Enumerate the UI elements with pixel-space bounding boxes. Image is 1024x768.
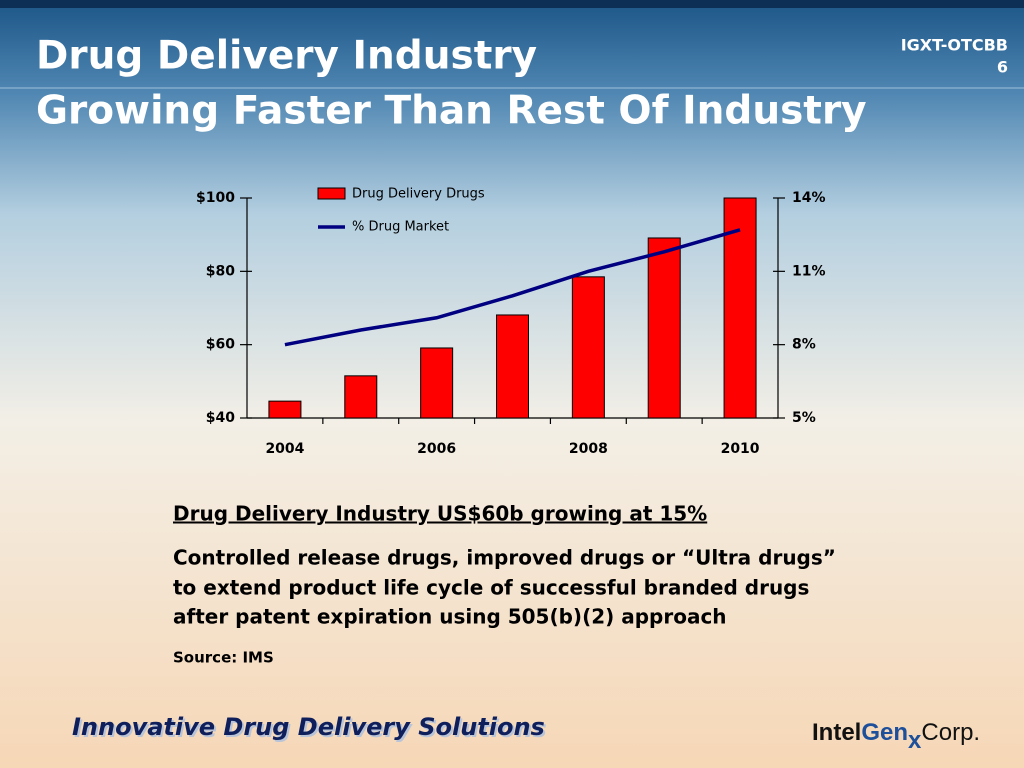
bar — [344, 375, 378, 419]
title: Drug Delivery Industry — [36, 34, 537, 79]
source: Source: IMS — [173, 649, 274, 667]
logo: IntelGenxCorp. — [812, 719, 980, 754]
legend-swatch — [317, 187, 346, 200]
tagline-shadow: Innovative Drug Delivery Solutions — [74, 715, 547, 743]
top-band — [0, 0, 1024, 8]
y2-tick-label: 8% — [792, 337, 816, 353]
body-line: to extend product life cycle of successf… — [173, 576, 809, 600]
logo-part: Intel — [812, 719, 861, 746]
y-tick-label: $100 — [196, 190, 235, 206]
logo-part: Gen — [861, 719, 908, 746]
chart: $40 $60 $80 $100 5% 8% 11% 14% 2004 2006 2008 2010 D… — [196, 187, 825, 458]
legend-label: Drug Delivery Drugs — [352, 187, 485, 202]
page-number: 6 — [997, 58, 1008, 77]
bar — [571, 276, 605, 419]
tagline: Innovative Drug Delivery Solutions — [72, 713, 545, 741]
x-tick-label: 2004 — [265, 441, 304, 457]
y-tick-label: $60 — [206, 337, 235, 353]
y-tick-label: $80 — [206, 263, 235, 279]
y-tick-label: $40 — [206, 410, 235, 426]
x-tick-label: 2010 — [721, 441, 760, 457]
title: Growing Faster Than Rest Of Industry — [36, 89, 867, 134]
legend-label: % Drug Market — [352, 220, 449, 235]
x-tick-label: 2008 — [569, 441, 608, 457]
bar — [496, 314, 529, 419]
x-tick-label: 2006 — [417, 441, 456, 457]
bar — [268, 400, 302, 419]
bar — [420, 347, 454, 419]
body-line: Controlled release drugs, improved drugs… — [173, 546, 836, 570]
y2-tick-label: 11% — [792, 263, 826, 279]
line — [284, 228, 741, 347]
ticker: IGXT-OTCBB — [901, 36, 1008, 55]
y2-tick-label: 5% — [792, 410, 816, 426]
logo-part: x — [908, 727, 922, 754]
y2-tick-label: 14% — [792, 190, 826, 206]
heading: Drug Delivery Industry US$60b growing at… — [173, 502, 707, 526]
logo-part: Corp. — [921, 719, 980, 746]
body-line: after patent expiration using 505(b)(2) … — [173, 605, 727, 629]
bar — [647, 237, 681, 419]
